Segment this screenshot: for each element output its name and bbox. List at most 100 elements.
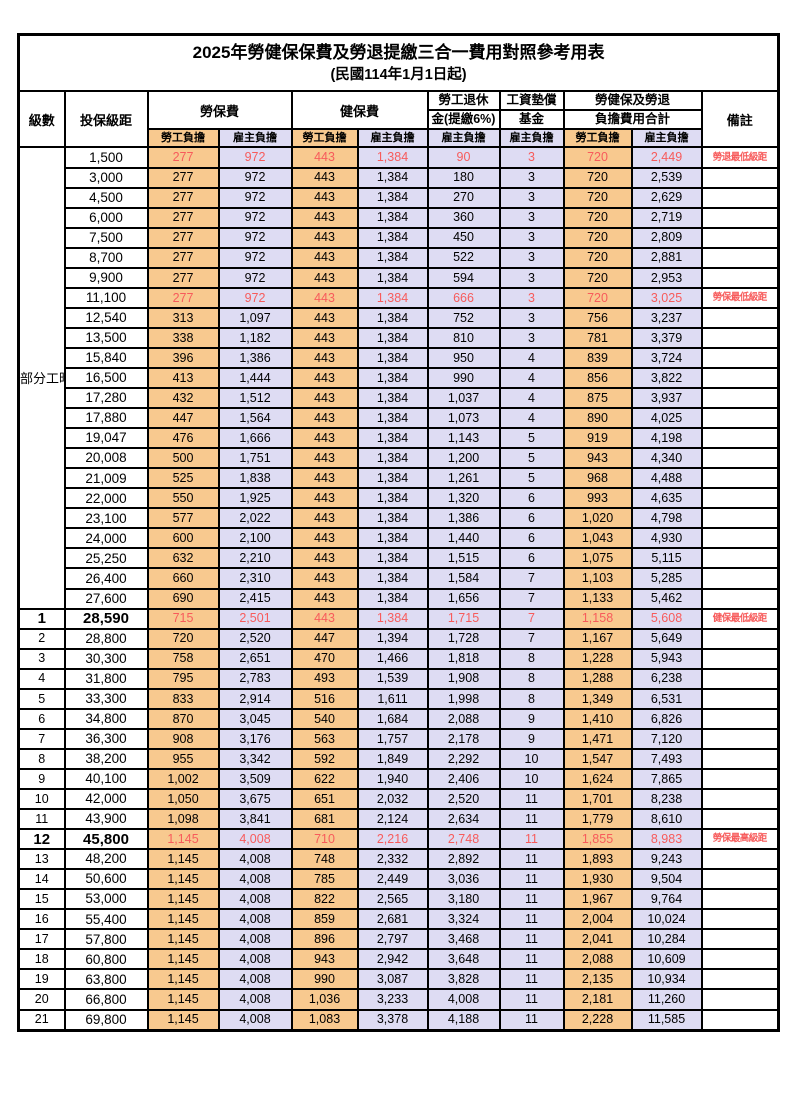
value-cell: 5 <box>498 427 565 450</box>
value-cell: 450 <box>426 226 501 249</box>
bracket-cell: 27,600 <box>63 587 149 610</box>
value-cell: 5,608 <box>630 607 703 630</box>
value-cell: 1,145 <box>146 1008 220 1032</box>
table-row: 6 34,800 870 3,045 540 1,684 2,088 9 1,410 6,826 <box>17 707 780 730</box>
remark-cell <box>700 968 780 991</box>
value-cell: 550 <box>146 487 220 510</box>
value-cell: 4,008 <box>217 848 293 871</box>
value-cell: 4,635 <box>630 487 703 510</box>
value-cell: 1,384 <box>356 547 429 570</box>
value-cell: 2,124 <box>356 808 429 831</box>
value-cell: 6,826 <box>630 707 703 730</box>
value-cell: 2,520 <box>217 627 293 650</box>
value-cell: 3 <box>498 206 565 229</box>
value-cell: 690 <box>146 587 220 610</box>
level-cell: 6 <box>17 707 66 730</box>
value-cell: 5,462 <box>630 587 703 610</box>
value-cell: 4 <box>498 387 565 410</box>
table-row: 8,700 277 972 443 1,384 522 3 720 2,881 <box>19 246 780 269</box>
value-cell: 1,384 <box>356 607 429 630</box>
value-cell: 11 <box>498 888 565 911</box>
value-cell: 1,564 <box>217 407 293 430</box>
remark-cell <box>700 988 780 1011</box>
value-cell: 313 <box>146 306 220 329</box>
value-cell: 6 <box>498 527 565 550</box>
bracket-cell: 13,500 <box>63 326 149 349</box>
bracket-cell: 21,009 <box>63 467 149 490</box>
remark-cell <box>700 707 780 730</box>
value-cell: 277 <box>146 186 220 209</box>
value-cell: 972 <box>217 286 293 309</box>
value-cell: 3,342 <box>217 747 293 770</box>
subheader-labor-employee: 勞工負擔 <box>146 128 220 149</box>
value-cell: 2,651 <box>217 647 293 670</box>
table-row: 24,000 600 2,100 443 1,384 1,440 6 1,043 4,930 <box>19 527 780 550</box>
bracket-cell: 34,800 <box>63 707 149 730</box>
value-cell: 5 <box>498 447 565 470</box>
remark-cell <box>700 487 780 510</box>
value-cell: 5 <box>498 467 565 490</box>
value-cell: 270 <box>426 186 501 209</box>
table-row: 20,008 500 1,751 443 1,384 1,200 5 943 4,340 <box>19 447 780 470</box>
value-cell: 3,324 <box>426 908 501 931</box>
table-row: 11 43,900 1,098 3,841 681 2,124 2,634 11 1,779 8,… <box>17 808 780 831</box>
table-row: 11,100 277 972 443 1,384 666 3 720 3,025 勞保最低級距 <box>19 286 780 309</box>
level-cell: 2 <box>17 627 66 650</box>
value-cell: 2,178 <box>426 727 501 750</box>
level-cell: 14 <box>17 868 66 891</box>
value-cell: 1,384 <box>356 286 429 309</box>
value-cell: 11 <box>498 828 565 851</box>
value-cell: 822 <box>290 888 359 911</box>
value-cell: 3 <box>498 326 565 349</box>
value-cell: 10,934 <box>630 968 703 991</box>
value-cell: 3 <box>498 286 565 309</box>
value-cell: 1,145 <box>146 888 220 911</box>
value-cell: 1,098 <box>146 808 220 831</box>
value-cell: 2,088 <box>562 948 633 971</box>
value-cell: 277 <box>146 146 220 169</box>
value-cell: 360 <box>426 206 501 229</box>
value-cell: 6 <box>498 547 565 570</box>
value-cell: 2,415 <box>217 587 293 610</box>
value-cell: 2,748 <box>426 828 501 851</box>
value-cell: 5,649 <box>630 627 703 650</box>
bracket-cell: 20,008 <box>63 447 149 470</box>
value-cell: 3 <box>498 166 565 189</box>
value-cell: 1,384 <box>356 407 429 430</box>
value-cell: 2,520 <box>426 787 501 811</box>
level-cell: 18 <box>17 948 66 971</box>
bracket-cell: 12,540 <box>63 306 149 329</box>
subheader-pension-employer: 雇主負擔 <box>426 128 501 149</box>
bracket-cell: 50,600 <box>63 868 149 891</box>
remark-cell: 健保最低級距 <box>700 607 780 630</box>
value-cell: 3,233 <box>356 988 429 1011</box>
value-cell: 1,384 <box>356 467 429 490</box>
value-cell: 338 <box>146 326 220 349</box>
remark-cell <box>700 727 780 750</box>
value-cell: 8 <box>498 667 565 690</box>
value-cell: 2,629 <box>630 186 703 209</box>
value-cell: 4,008 <box>217 828 293 851</box>
value-cell: 443 <box>290 407 359 430</box>
value-cell: 4,198 <box>630 427 703 450</box>
value-cell: 1,036 <box>290 988 359 1011</box>
remark-cell <box>700 387 780 410</box>
value-cell: 1,930 <box>562 868 633 891</box>
value-cell: 2,292 <box>426 747 501 770</box>
value-cell: 3,378 <box>356 1008 429 1032</box>
value-cell: 1,050 <box>146 787 220 811</box>
value-cell: 443 <box>290 547 359 570</box>
value-cell: 1,020 <box>562 507 633 530</box>
value-cell: 3 <box>498 306 565 329</box>
level-cell: 11 <box>17 808 66 831</box>
value-cell: 715 <box>146 607 220 630</box>
value-cell: 1,998 <box>426 687 501 710</box>
value-cell: 443 <box>290 286 359 309</box>
value-cell: 525 <box>146 467 220 490</box>
table-row: 27,600 690 2,415 443 1,384 1,656 7 1,133 5,462 <box>19 587 780 610</box>
table-row: 10 42,000 1,050 3,675 651 2,032 2,520 11 1,701 8,… <box>17 787 780 811</box>
value-cell: 1,656 <box>426 587 501 610</box>
table-row: 23,100 577 2,022 443 1,384 1,386 6 1,020 4,798 <box>19 507 780 530</box>
value-cell: 6 <box>498 507 565 530</box>
value-cell: 972 <box>217 186 293 209</box>
